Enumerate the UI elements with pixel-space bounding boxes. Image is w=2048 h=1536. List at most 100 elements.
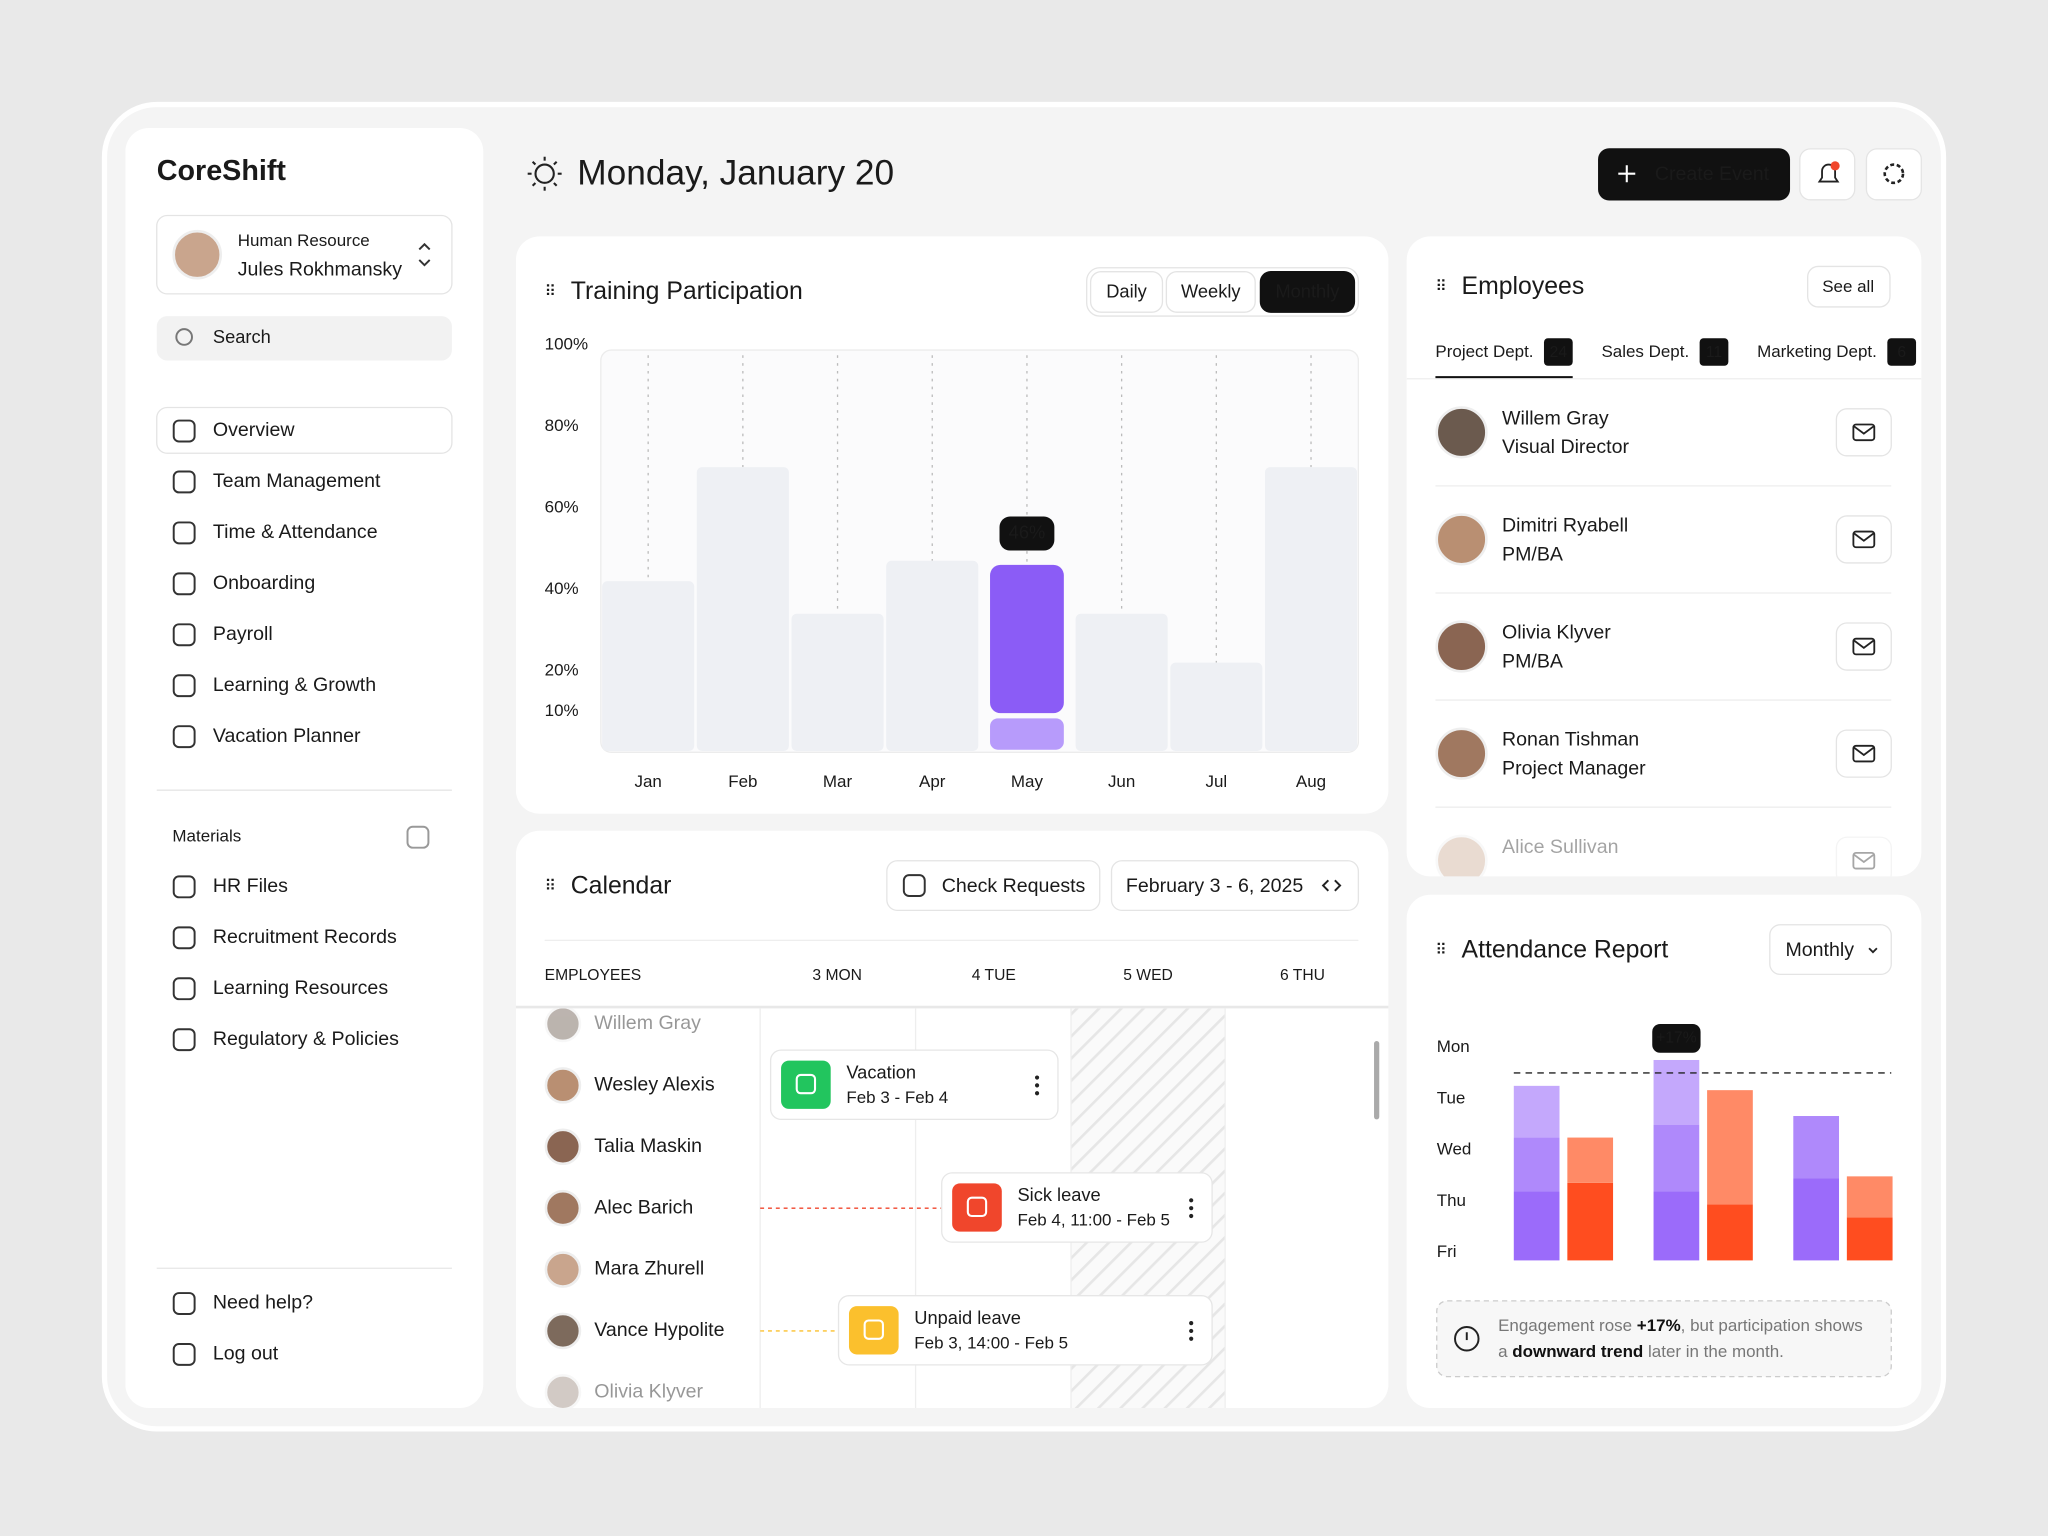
search-box[interactable] — [156, 316, 452, 361]
nav-item[interactable]: Time & Attendance — [213, 521, 378, 543]
materials-title: Materials — [172, 827, 241, 846]
check-requests[interactable] — [886, 860, 1101, 912]
material-item[interactable]: Recruitment Records — [213, 926, 397, 948]
event-time: Feb 4, 11:00 - Feb 5 — [1017, 1211, 1170, 1230]
brand: CoreShift — [157, 155, 287, 187]
event-card[interactable] — [837, 1295, 1213, 1366]
check-label: Check Requests — [942, 875, 1086, 897]
event-icon — [848, 1306, 899, 1355]
employee-name: Alec Barich — [594, 1196, 693, 1218]
icon — [172, 725, 196, 749]
calendar-body: Willem Gray Wesley Alexis Talia Maskin Alec… — [544, 1008, 1226, 1408]
nav-item[interactable]: Overview — [213, 419, 295, 441]
tab[interactable] — [1089, 271, 1164, 313]
bar — [990, 564, 1064, 714]
mail-button[interactable] — [1835, 622, 1892, 671]
icon — [172, 470, 196, 494]
avatar — [544, 1067, 582, 1104]
y-tick-label: 60% — [545, 497, 579, 516]
menu-dot — [1189, 1328, 1194, 1334]
period-label: Monthly — [1785, 939, 1854, 961]
employee-name: Willem Gray — [594, 1012, 701, 1034]
menu-dot — [1189, 1321, 1194, 1326]
event-glyph — [863, 1319, 884, 1340]
calendar-row: Olivia Klyver — [544, 1374, 704, 1408]
plot-area — [600, 349, 1360, 753]
employee-role: PM/BA — [1502, 650, 1564, 672]
x-tick-label: Jul — [1205, 772, 1227, 791]
event-card[interactable] — [941, 1172, 1213, 1243]
bar — [1170, 662, 1263, 752]
bar-segment — [1513, 1191, 1560, 1261]
icon — [902, 874, 926, 897]
annotation-box — [1652, 1024, 1701, 1053]
tab-label: Monthly — [1275, 280, 1340, 301]
department-count: 6 — [1897, 344, 1906, 361]
employee-name: Talia Maskin — [594, 1135, 702, 1157]
mail-icon — [1852, 423, 1876, 442]
bell-icon — [1817, 163, 1840, 183]
tab[interactable] — [1259, 271, 1356, 313]
bar-segment — [1707, 1090, 1753, 1205]
mail-button[interactable] — [1835, 836, 1892, 884]
icon — [172, 875, 196, 899]
date-range[interactable] — [1110, 860, 1360, 912]
material-item[interactable]: HR Files — [213, 875, 288, 897]
event-icon — [781, 1060, 831, 1109]
employee-row: Dimitri Ryabell PM/BA — [1435, 513, 1892, 566]
mail-button[interactable] — [1835, 515, 1892, 564]
mail-button[interactable] — [1835, 408, 1892, 457]
event-card[interactable] — [769, 1049, 1059, 1120]
employee-name: Wesley Alexis — [594, 1074, 715, 1096]
see-all[interactable] — [1807, 265, 1891, 308]
nav-item[interactable]: Team Management — [213, 470, 381, 492]
footer-nav[interactable]: Need help? — [213, 1292, 313, 1314]
department-count: 11 — [1706, 344, 1722, 361]
bar-segment — [1513, 1085, 1560, 1138]
nav-item[interactable]: Learning & Growth — [213, 674, 376, 696]
range-label: February 3 - 6, 2025 — [1126, 875, 1304, 897]
note-part: later in the month. — [1643, 1343, 1784, 1362]
nav-active — [156, 406, 453, 454]
material-item[interactable]: Learning Resources — [213, 977, 388, 999]
bar-segment — [1846, 1176, 1893, 1218]
mail-button[interactable] — [1835, 729, 1892, 778]
footer-nav[interactable]: Log out — [213, 1343, 279, 1365]
employee-row: Olivia Klyver PM/BA — [1435, 620, 1892, 673]
tab[interactable] — [1165, 271, 1256, 313]
bar-segment — [1653, 1059, 1700, 1125]
plus-icon — [1618, 165, 1636, 183]
drag-handle: ⠿ — [1435, 278, 1446, 295]
user-box[interactable] — [156, 214, 453, 295]
nav-item[interactable]: Onboarding — [213, 572, 315, 594]
count-badge — [1887, 338, 1917, 366]
annotation: +17% — [1656, 1030, 1697, 1047]
nav-item[interactable]: Payroll — [213, 623, 273, 645]
menu-dot — [1034, 1091, 1040, 1096]
value-label: 46% — [1009, 521, 1046, 542]
bar — [791, 613, 884, 752]
department-tab[interactable]: Project Dept. — [1435, 342, 1533, 361]
avatar — [544, 1189, 582, 1227]
event-title: Unpaid leave — [914, 1307, 1021, 1328]
department-tab[interactable]: Marketing Dept. — [1757, 342, 1877, 361]
note-line: Engagement rose +17%, but participation … — [1498, 1317, 1863, 1336]
settings-button[interactable] — [1865, 148, 1922, 201]
nav-item[interactable]: Vacation Planner — [213, 725, 361, 747]
mail-flap — [1852, 532, 1875, 542]
day-label: 6 THU — [1280, 967, 1325, 984]
period-select[interactable] — [1769, 924, 1892, 976]
department-tab[interactable]: Sales Dept. — [1601, 342, 1689, 361]
search-icon — [175, 328, 193, 346]
note-part: +17% — [1637, 1317, 1681, 1336]
user-role: Human Resource — [238, 231, 370, 250]
notification-button[interactable] — [1799, 148, 1856, 201]
mail-flap — [1852, 639, 1875, 649]
create-button[interactable] — [1598, 148, 1791, 201]
material-item[interactable]: Regulatory & Policies — [213, 1028, 399, 1050]
icon — [172, 623, 196, 647]
tab-label: Daily — [1106, 280, 1147, 301]
see-all-label: See all — [1822, 277, 1874, 296]
note-part: a — [1498, 1343, 1512, 1362]
